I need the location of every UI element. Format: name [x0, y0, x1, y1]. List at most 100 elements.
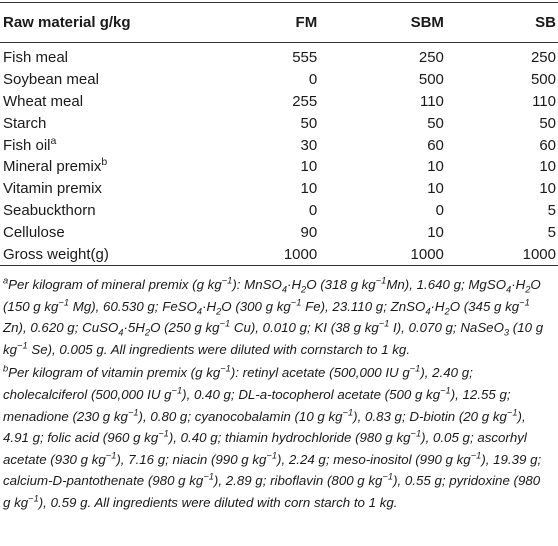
subscript: 2	[525, 284, 531, 295]
footnote-marker: a	[50, 134, 57, 147]
table: Raw material g/kg FM SBM SB Fish meal 555 250…	[0, 2, 558, 266]
subscript: 4	[506, 284, 512, 295]
table-row: Fish oila 30 60 60	[0, 134, 558, 156]
table-row: Fish meal 555 250 250	[0, 43, 558, 69]
row-label-cell: Cellulose	[0, 221, 232, 243]
value-cell: 10	[300, 180, 318, 198]
footnote-text: Fe), 23.110 g; ZnSO	[301, 298, 426, 314]
header-row: Raw material g/kg FM SBM SB	[0, 2, 558, 43]
column-header: Raw material g/kg	[3, 14, 131, 31]
value-cell: 5	[547, 223, 556, 241]
row-label: Fish oil	[3, 136, 51, 154]
footnote-text: I), 0.070 g; NaSeO	[389, 320, 504, 336]
row-label: Gross weight(g)	[3, 245, 109, 263]
value-cell: 0	[435, 201, 444, 219]
value-cell: 10	[427, 223, 444, 241]
superscript: −1	[375, 275, 387, 286]
superscript: b	[3, 363, 9, 374]
footnote-text: ), 2.24 g; meso-inositol (990 g kg	[277, 451, 471, 467]
footnote-text: ), 0.59 g. All ingredients were diluted …	[38, 494, 398, 510]
superscript: −1	[410, 428, 422, 439]
footnote-text: Per kilogram of vitamin premix (g kg	[8, 365, 221, 381]
row-label: Seabuckthorn	[3, 201, 96, 219]
value-cell: 10	[539, 158, 556, 176]
superscript: −1	[220, 363, 231, 374]
superscript: −1	[58, 297, 70, 308]
subscript: 4	[425, 306, 431, 317]
footnote-text: ), 0.83 g; D-biotin (20 g kg	[353, 408, 507, 424]
superscript: −1	[519, 297, 530, 308]
superscript: −1	[470, 450, 482, 461]
footnote-text: ), 12.55 g; menadione (230 g kg	[3, 386, 511, 424]
superscript: −1	[378, 318, 390, 329]
footnote-text: ), 0.40 g; DL-a-tocopherol acetate (500 …	[182, 386, 441, 402]
value-cell: 10	[427, 180, 444, 198]
value-cell: 250	[418, 49, 444, 67]
table-row: Starch 50 50 50	[0, 112, 558, 134]
value-cell: 0	[308, 71, 318, 89]
table-row: Vitamin premix 10 10 10	[0, 178, 558, 200]
value-cell: 500	[418, 71, 444, 89]
footnote-text: O (300 g kg	[221, 298, 291, 314]
subscript: 2	[216, 306, 222, 317]
footnote-text: ·H	[511, 276, 526, 292]
subscript: 2	[444, 306, 450, 317]
row-label-cell: Fish oila	[0, 134, 232, 156]
footnote-text: Mg), 60.530 g; FeSO	[69, 298, 197, 314]
superscript: a	[3, 275, 9, 286]
superscript: −1	[221, 275, 233, 286]
row-label: Soybean meal	[3, 71, 99, 89]
column-header: SBM	[410, 14, 444, 31]
superscript: −1	[171, 385, 183, 396]
column-header: FM	[295, 14, 318, 31]
footnote-text: (10 g kg	[3, 320, 544, 357]
value-cell: 50	[539, 114, 556, 132]
footnote-text: ·H	[287, 276, 302, 292]
superscript: −1	[17, 340, 28, 351]
footnote-text: ): MnSO	[232, 276, 282, 292]
subscript: 2	[144, 327, 151, 338]
superscript: −1	[127, 407, 139, 418]
row-label-cell: Starch	[0, 112, 232, 134]
superscript: −1	[28, 493, 39, 504]
row-label: Fish meal	[3, 49, 69, 67]
footnote: bPer kilogram of vitamin premix (g kg−1)…	[3, 362, 551, 513]
footnote: aPer kilogram of mineral premix (g kg−1)…	[3, 274, 551, 360]
table-header: Raw material g/kg FM SBM SB	[0, 2, 558, 43]
footnote-text: ), 4.91 g; folic acid (960 g kg	[3, 408, 526, 446]
subscript: 3	[503, 327, 510, 338]
superscript: −1	[290, 297, 302, 308]
value-cell: 30	[300, 136, 318, 154]
footnote-text: O (345 g kg	[449, 298, 520, 314]
value-cell: 50	[300, 114, 318, 132]
value-cell: 10	[427, 158, 444, 176]
value-cell: 1000	[410, 245, 444, 263]
superscript: −1	[105, 450, 117, 461]
value-cell: 0	[308, 201, 318, 219]
footnote-text: ), 0.55 g; pyridoxine (980 g kg	[3, 473, 541, 510]
footnote-text: ·5H	[123, 320, 145, 336]
table-row: Seabuckthorn 0 0 5	[0, 200, 558, 222]
table-row: Cellulose 90 10 5	[0, 221, 558, 243]
value-cell: 5	[547, 201, 556, 219]
row-label: Mineral premix	[3, 158, 102, 176]
row-label-cell: Wheat meal	[0, 91, 232, 113]
superscript: −1	[342, 407, 354, 418]
value-cell: 500	[530, 71, 556, 89]
table-row: Soybean meal 0 500 500	[0, 69, 558, 91]
footnote-text: Se), 0.005 g. All ingredients were dilut…	[27, 341, 411, 357]
table-row: Gross weight(g) 1000 1000 1000	[0, 243, 558, 266]
footnote-text: Zn), 0.620 g; CuSO	[3, 320, 119, 336]
subscript: 4	[196, 306, 203, 317]
value-cell: 10	[539, 180, 556, 198]
superscript: −1	[266, 450, 278, 461]
row-label-cell: Vitamin premix	[0, 178, 232, 200]
footnote-text: O (150 g kg	[3, 276, 541, 314]
table-body: Fish meal 555 250 250 Soybean meal 0 500 500 Whe…	[0, 43, 558, 266]
subscript: 2	[301, 284, 307, 295]
footnote-text: ), 7.16 g; niacin (990 g kg	[116, 451, 267, 467]
table-row: Mineral premixb 10 10 10	[0, 156, 558, 178]
value-cell: 60	[539, 136, 556, 154]
row-label-cell: Gross weight(g)	[0, 243, 232, 265]
value-cell: 10	[300, 158, 318, 176]
